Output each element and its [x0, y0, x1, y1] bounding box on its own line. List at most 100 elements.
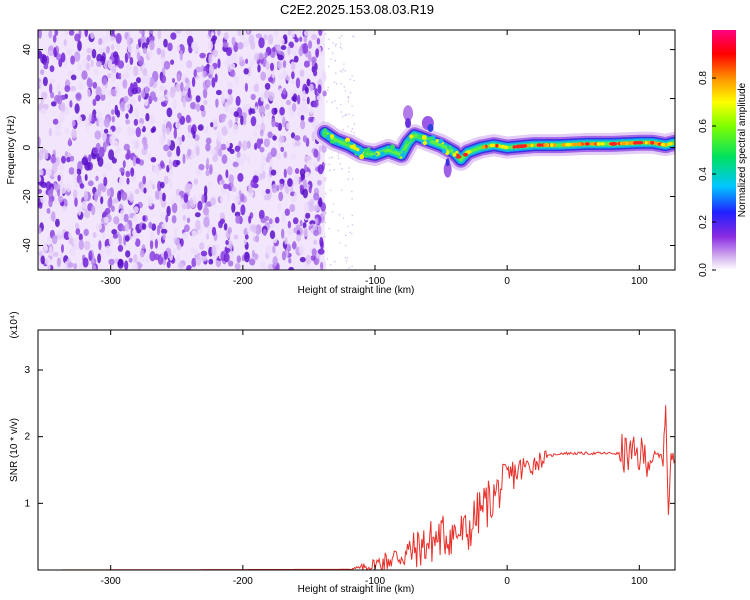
noise-speck [159, 96, 166, 102]
noise-speck [273, 107, 278, 114]
noise-speck [309, 83, 314, 92]
noise-speck [205, 169, 210, 177]
noise-speck [155, 190, 160, 200]
noise-speck [263, 34, 268, 41]
noise-speck [306, 96, 310, 105]
colorbar-gradient [712, 30, 736, 270]
noise-speck [103, 117, 110, 128]
noise-speck [236, 255, 241, 263]
spectrogram-ridge [313, 105, 675, 178]
noise-speck [280, 146, 285, 153]
noise-speck [70, 74, 77, 81]
noise-dot [337, 229, 340, 232]
noise-speck [209, 164, 213, 175]
noise-speck [261, 113, 265, 123]
ridge-hotspot [644, 140, 648, 145]
noise-dot [337, 155, 339, 157]
noise-speck [185, 83, 189, 93]
ridge-hotspot [463, 153, 468, 157]
noise-speck [94, 191, 98, 203]
noise-speck [149, 251, 156, 262]
noise-speck [126, 149, 131, 160]
noise-speck [308, 185, 312, 194]
noise-dot [331, 156, 334, 159]
colorbar-tick-label: 0.8 [698, 71, 709, 85]
noise-speck [231, 36, 236, 47]
noise-speck [44, 256, 52, 266]
noise-speck [316, 95, 323, 101]
noise-speck [201, 194, 205, 204]
noise-speck [50, 91, 55, 99]
noise-speck [272, 135, 277, 141]
noise-dot [338, 37, 341, 39]
noise-speck [148, 222, 153, 229]
noise-speck [313, 162, 318, 168]
ridge-speck [448, 145, 452, 149]
noise-speck [222, 41, 229, 48]
noise-speck [139, 249, 145, 258]
noise-speck [246, 30, 250, 34]
noise-speck [240, 193, 245, 202]
noise-speck [93, 68, 99, 76]
colorbar-tick-label: 0.2 [698, 215, 709, 229]
noise-speck [108, 258, 115, 266]
noise-speck [276, 153, 282, 161]
noise-speck [108, 236, 114, 246]
noise-dot [342, 128, 345, 131]
noise-speck [262, 170, 266, 180]
noise-dot [324, 149, 326, 151]
noise-speck [240, 115, 244, 126]
noise-speck [270, 169, 277, 176]
noise-speck [255, 235, 260, 243]
noise-speck [201, 255, 208, 262]
x-tick-label: 0 [504, 576, 510, 587]
noise-speck [226, 93, 231, 100]
noise-speck [220, 113, 227, 120]
ridge-hotspot [499, 144, 506, 149]
noise-speck [106, 30, 112, 37]
noise-speck [312, 100, 319, 108]
noise-speck [199, 52, 206, 59]
noise-speck [293, 135, 301, 141]
spectrogram-noise-region [38, 30, 356, 270]
noise-speck [111, 65, 117, 75]
noise-speck [119, 167, 125, 173]
snr-y-label: SNR (10 * v/v) [9, 418, 20, 482]
noise-speck [95, 175, 99, 181]
noise-speck [247, 66, 251, 77]
noise-speck [106, 188, 111, 196]
spectrogram-y-label: Frequency (Hz) [6, 116, 17, 185]
noise-speck [143, 187, 147, 194]
noise-dot [345, 260, 348, 262]
noise-speck [52, 163, 58, 173]
noise-speck [306, 78, 310, 87]
noise-speck [187, 183, 193, 189]
ridge-speck [364, 154, 368, 158]
noise-dot [348, 167, 350, 169]
noise-speck [215, 89, 222, 96]
noise-speck [191, 257, 197, 268]
noise-speck [192, 195, 197, 205]
noise-speck [221, 179, 225, 185]
noise-speck [86, 62, 90, 71]
noise-speck [143, 99, 149, 107]
noise-speck [56, 257, 62, 268]
noise-speck [303, 35, 308, 43]
noise-speck [60, 102, 66, 113]
noise-speck [227, 88, 233, 95]
noise-dot [334, 59, 337, 62]
noise-speck [296, 234, 302, 242]
noise-speck [90, 32, 95, 39]
noise-speck [166, 165, 170, 173]
noise-speck [169, 87, 176, 98]
noise-speck [203, 216, 210, 228]
noise-speck [220, 143, 227, 151]
noise-speck [119, 176, 125, 185]
noise-speck [272, 46, 276, 53]
x-tick-label: -200 [233, 276, 253, 287]
noise-speck [197, 124, 204, 131]
noise-speck [96, 60, 102, 68]
noise-speck [129, 193, 134, 203]
noise-speck [254, 53, 260, 61]
noise-speck [148, 49, 153, 58]
